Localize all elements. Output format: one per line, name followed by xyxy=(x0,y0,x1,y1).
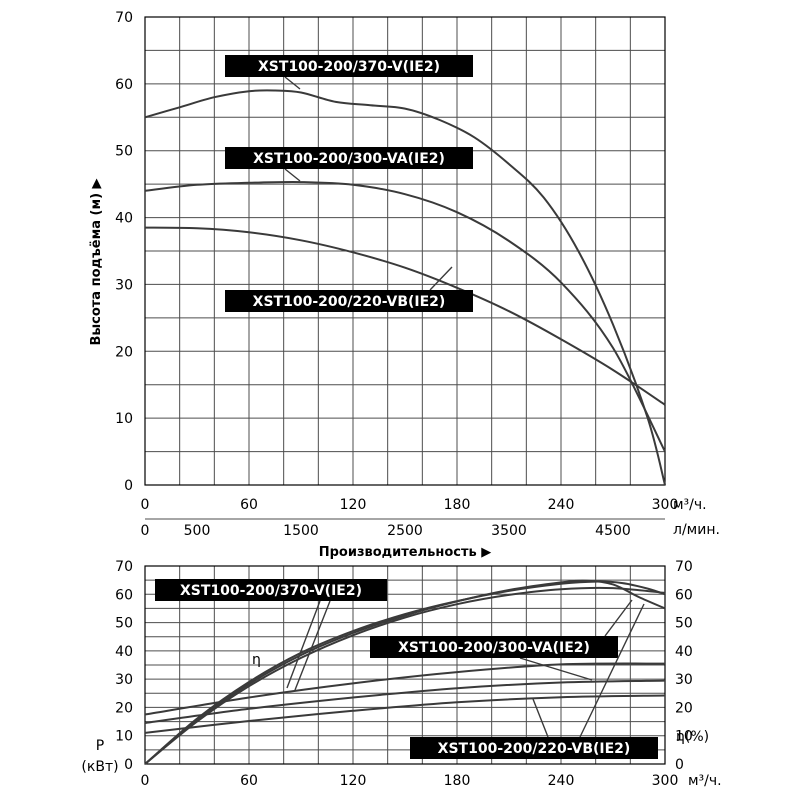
flow-lmin-tick-label: 2500 xyxy=(387,523,423,539)
power-plot-frame xyxy=(144,565,666,765)
power-chart-curves xyxy=(144,579,666,765)
power-axis-title-unit: (кВт) xyxy=(81,759,118,775)
efficiency-y-tick-label: 50 xyxy=(675,616,693,632)
efficiency-y-tick-label: 40 xyxy=(675,644,693,660)
power-x-tick-label: 180 xyxy=(444,773,471,789)
series-label-box xyxy=(370,636,618,658)
flow-x-tick-label: 180 xyxy=(444,497,471,513)
series-label-xst100-200-300-va-ie2: XST100-200/300-VA(IE2) xyxy=(398,640,590,656)
series-label-box xyxy=(225,55,473,77)
series-label-xst100-200-370-v-ie2: XST100-200/370-V(IE2) xyxy=(258,59,440,75)
power-y-tick-label: 60 xyxy=(115,587,133,603)
head-curve-xst100-200-370-v-ie2 xyxy=(144,89,666,486)
flow-lmin-tick-label: 500 xyxy=(184,523,211,539)
curve-xst100-200-220-vb-ie2 xyxy=(144,586,666,765)
power-y-tick-label: 0 xyxy=(124,757,133,773)
power-y-tick-label: 50 xyxy=(115,616,133,632)
head-chart-series-labels: XST100-200/370-V(IE2) XST100-200/300-VA(I… xyxy=(225,55,473,312)
power-flow-unit: м³/ч. xyxy=(688,773,722,789)
power-x-tick-label: 0 xyxy=(141,773,150,789)
power-x-tick-label: 240 xyxy=(548,773,575,789)
efficiency-y-tick-label: 0 xyxy=(675,757,684,773)
head-y-tick-label: 50 xyxy=(115,144,133,160)
power-chart-series-labels: XST100-200/370-V(IE2) XST100-200/300-VA(I… xyxy=(155,579,658,759)
power-y-tick-label: 40 xyxy=(115,644,133,660)
flow-lmin-tick-label: 1500 xyxy=(283,523,319,539)
series-leader-line xyxy=(429,266,453,291)
head-y-tick-label: 70 xyxy=(115,10,133,26)
head-y-tick-label: 20 xyxy=(115,344,133,360)
power-y-tick-label: 70 xyxy=(115,559,133,575)
efficiency-y-tick-label: 70 xyxy=(675,559,693,575)
head-chart: 0 10 20 30 40 50 60 70 0 60 120 180 240 300 0 500 1500 25… xyxy=(89,10,720,560)
power-y-tick-label: 10 xyxy=(115,729,133,745)
series-leader-line xyxy=(604,599,633,637)
flow-x-tick-label: 240 xyxy=(548,497,575,513)
power-x-tick-label: 300 xyxy=(652,773,679,789)
head-y-tick-label: 0 xyxy=(124,478,133,494)
head-axis-title: Высота подъёма (м) ▶ xyxy=(89,178,104,345)
flow-x-tick-label: 60 xyxy=(240,497,258,513)
efficiency-curve-label: η xyxy=(252,652,261,668)
series-label-xst100-200-220-vb-ie2: XST100-200/220-VB(IE2) xyxy=(253,294,446,310)
head-y-tick-label: 60 xyxy=(115,77,133,93)
efficiency-y-tick-label: 60 xyxy=(675,587,693,603)
series-leader-line xyxy=(286,600,321,689)
series-label-xst100-200-370-v-ie2: XST100-200/370-V(IE2) xyxy=(180,583,362,599)
flow-axis-title: Производительность ▶ xyxy=(319,545,492,560)
head-chart-curves xyxy=(144,89,666,486)
series-label-xst100-200-220-vb-ie2: XST100-200/220-VB(IE2) xyxy=(438,741,631,757)
power-x-tick-label: 120 xyxy=(340,773,367,789)
head-chart-ticks: 0 10 20 30 40 50 60 70 0 60 120 180 240 300 0 500 1500 25… xyxy=(115,10,678,539)
series-label-box xyxy=(225,290,473,312)
head-y-tick-label: 10 xyxy=(115,411,133,427)
flow-unit-lmin: л/мин. xyxy=(673,522,720,538)
flow-unit-m3h: м³/ч. xyxy=(673,497,707,513)
series-label-box xyxy=(225,147,473,169)
power-y-tick-label: 20 xyxy=(115,700,133,716)
efficiency-y-tick-label: 10 xyxy=(675,729,693,745)
series-leader-line xyxy=(519,657,593,681)
flow-x-tick-label: 300 xyxy=(652,497,679,513)
efficiency-y-tick-label: 30 xyxy=(675,672,693,688)
head-curve-xst100-200-220-vb-ie2 xyxy=(144,226,666,406)
efficiency-y-tick-label: 20 xyxy=(675,700,693,716)
series-label-box xyxy=(410,737,658,759)
head-y-tick-label: 30 xyxy=(115,277,133,293)
flow-lmin-tick-label: 3500 xyxy=(491,523,527,539)
series-leader-line xyxy=(579,603,645,738)
head-chart-grid xyxy=(144,16,666,486)
head-y-tick-label: 40 xyxy=(115,211,133,227)
flow-lmin-tick-label: 0 xyxy=(141,523,150,539)
series-leader-line xyxy=(284,76,301,90)
series-leader-line xyxy=(294,600,331,691)
power-axis-title-p: P xyxy=(96,738,104,754)
flow-lmin-tick-label: 4500 xyxy=(595,523,631,539)
power-y-tick-label: 30 xyxy=(115,672,133,688)
curve-xst100-200-300-va-ie2 xyxy=(144,579,666,765)
flow-x-tick-label: 120 xyxy=(340,497,367,513)
series-leader-line xyxy=(532,698,549,738)
curve-xst100-200-220-vb-ie2-p xyxy=(144,694,666,734)
curve-xst100-200-370-v-ie2-p xyxy=(144,662,666,716)
series-label-box xyxy=(155,579,387,601)
head-plot-frame xyxy=(144,16,666,486)
curve-xst100-200-300-va-ie2-p xyxy=(144,679,666,724)
power-x-tick-label: 60 xyxy=(240,773,258,789)
series-label-xst100-200-300-va-ie2: XST100-200/300-VA(IE2) xyxy=(253,151,445,167)
efficiency-axis-title: η(%) xyxy=(676,729,709,745)
head-curve-xst100-200-300-va-ie2 xyxy=(144,181,666,453)
series-leader-line xyxy=(284,168,301,182)
flow-x-tick-label: 0 xyxy=(141,497,150,513)
